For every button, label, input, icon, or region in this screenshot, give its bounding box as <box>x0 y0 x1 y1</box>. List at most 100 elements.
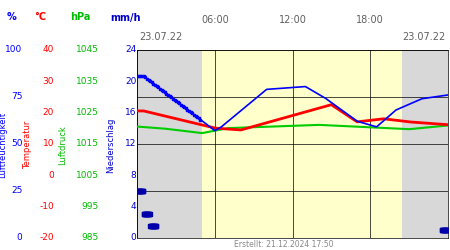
Point <box>439 228 446 232</box>
Point <box>174 100 181 104</box>
Text: Luftfeuchtigkeit: Luftfeuchtigkeit <box>0 112 7 178</box>
Text: °C: °C <box>34 12 46 22</box>
Text: 0: 0 <box>130 233 136 242</box>
Point <box>444 228 450 232</box>
Point <box>145 212 152 216</box>
Text: 30: 30 <box>42 77 54 86</box>
Point <box>134 74 141 78</box>
Point <box>160 89 167 93</box>
Text: -20: -20 <box>40 233 54 242</box>
Point <box>141 212 148 216</box>
Text: 20: 20 <box>125 77 136 86</box>
Point <box>180 105 188 109</box>
Point <box>148 224 155 228</box>
Point <box>440 228 447 232</box>
Text: Niederschlag: Niederschlag <box>106 117 115 173</box>
Point <box>171 98 178 102</box>
Text: 4: 4 <box>130 202 136 211</box>
Point <box>145 212 153 216</box>
Point <box>197 118 204 122</box>
Point <box>158 88 165 92</box>
Text: 1005: 1005 <box>76 170 99 179</box>
Text: 8: 8 <box>130 170 136 179</box>
Point <box>143 212 150 216</box>
Point <box>135 188 143 192</box>
Point <box>144 77 151 81</box>
Text: 995: 995 <box>82 202 99 211</box>
Point <box>161 90 168 94</box>
Point <box>184 108 191 112</box>
Point <box>168 95 175 99</box>
Text: 10: 10 <box>42 139 54 148</box>
Point <box>177 103 184 107</box>
Point <box>141 212 149 216</box>
Point <box>153 84 160 88</box>
Point <box>144 212 152 216</box>
Point <box>140 74 147 78</box>
Point <box>134 188 141 192</box>
Point <box>441 228 448 232</box>
Point <box>136 188 143 192</box>
Text: mm/h: mm/h <box>110 12 141 22</box>
Bar <box>202 50 402 238</box>
Point <box>443 228 450 232</box>
Point <box>163 92 170 96</box>
Text: 0: 0 <box>48 170 54 179</box>
Text: 06:00: 06:00 <box>201 15 229 25</box>
Point <box>152 83 159 87</box>
Point <box>439 228 446 232</box>
Point <box>179 104 186 108</box>
Point <box>150 82 157 86</box>
Text: 24: 24 <box>125 46 136 54</box>
Text: 1045: 1045 <box>76 46 99 54</box>
Point <box>147 224 154 228</box>
Point <box>187 110 194 114</box>
Point <box>140 212 147 216</box>
Text: 75: 75 <box>11 92 22 102</box>
Point <box>144 212 151 216</box>
Point <box>137 74 144 78</box>
Text: 23.07.22: 23.07.22 <box>402 32 446 42</box>
Text: -10: -10 <box>39 202 54 211</box>
Point <box>148 224 155 228</box>
Text: 23.07.22: 23.07.22 <box>140 32 183 42</box>
Text: 1035: 1035 <box>76 77 99 86</box>
Point <box>190 113 198 117</box>
Point <box>139 188 146 192</box>
Text: 1025: 1025 <box>76 108 99 117</box>
Point <box>155 86 162 89</box>
Point <box>166 94 173 98</box>
Text: 12: 12 <box>125 139 136 148</box>
Text: 25: 25 <box>11 186 22 195</box>
Point <box>139 74 146 78</box>
Text: 0: 0 <box>17 233 22 242</box>
Text: Erstellt: 21.12.2024 17:50: Erstellt: 21.12.2024 17:50 <box>234 240 333 249</box>
Point <box>195 116 203 120</box>
Text: 12:00: 12:00 <box>279 15 306 25</box>
Point <box>147 224 154 228</box>
Point <box>137 188 144 192</box>
Text: 16: 16 <box>125 108 136 117</box>
Point <box>152 224 159 228</box>
Point <box>146 212 153 216</box>
Point <box>151 224 158 228</box>
Point <box>441 228 449 232</box>
Text: 1015: 1015 <box>76 139 99 148</box>
Text: 20: 20 <box>43 108 54 117</box>
Point <box>153 224 160 228</box>
Point <box>442 228 450 232</box>
Point <box>144 212 151 216</box>
Point <box>150 224 158 228</box>
Point <box>185 109 193 113</box>
Point <box>147 79 154 83</box>
Point <box>142 212 149 216</box>
Text: 985: 985 <box>82 233 99 242</box>
Point <box>139 188 146 192</box>
Point <box>194 115 201 119</box>
Text: Temperatur: Temperatur <box>23 121 32 169</box>
Text: 18:00: 18:00 <box>356 15 384 25</box>
Point <box>189 112 196 116</box>
Point <box>152 224 159 228</box>
Point <box>142 212 149 216</box>
Text: 100: 100 <box>5 46 22 54</box>
